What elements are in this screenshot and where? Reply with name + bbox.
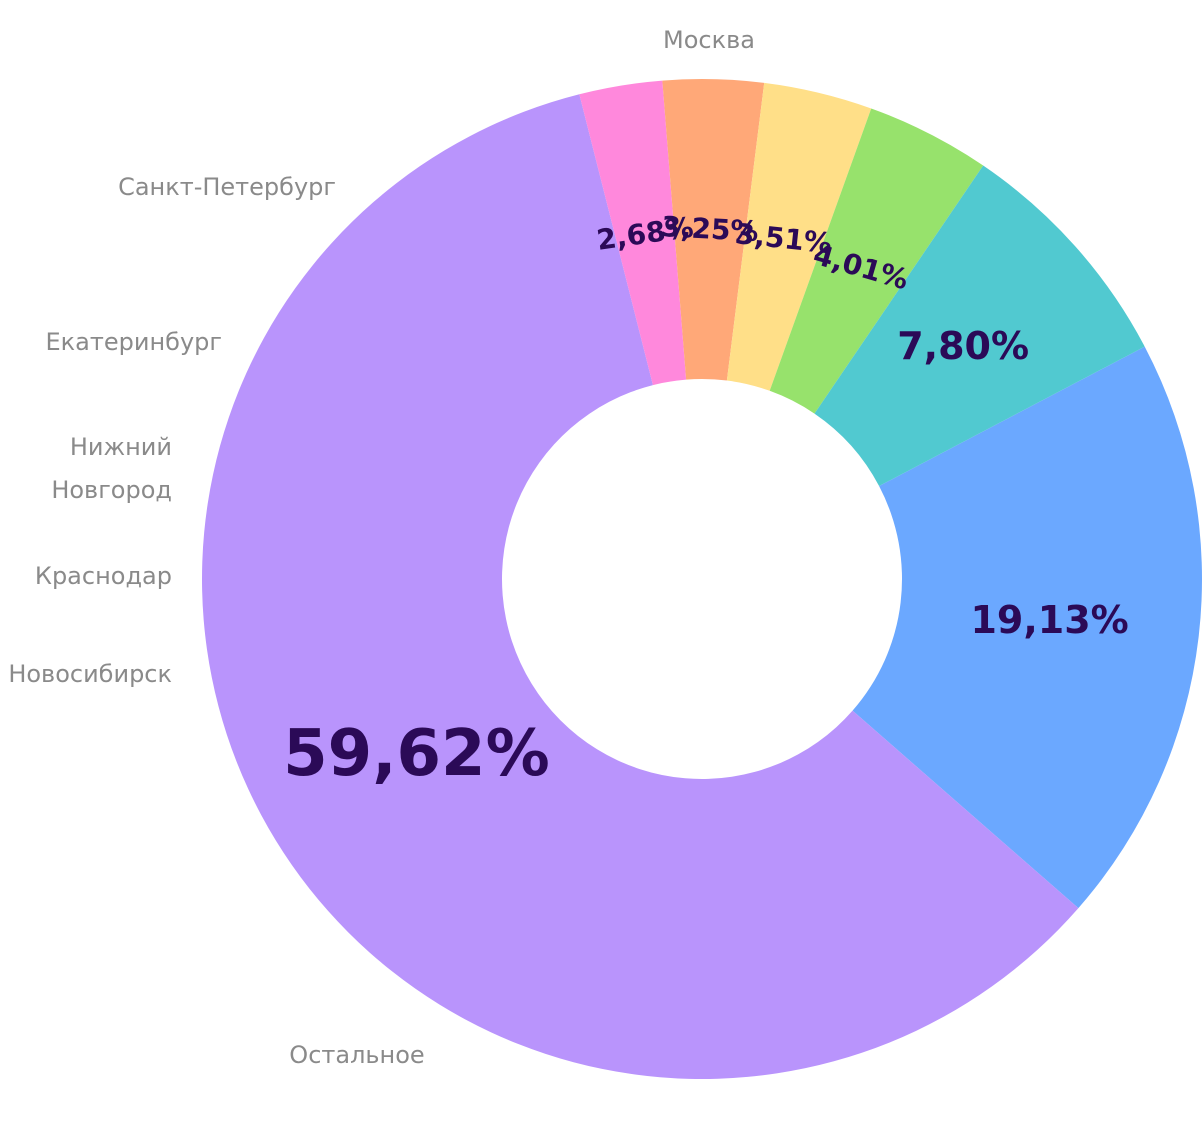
slice-4: [662, 79, 765, 381]
slice-3: [579, 80, 687, 386]
slice-7: [814, 165, 1145, 487]
slice-category-label-4: Краснодар: [35, 562, 172, 590]
chart-category-labels: Москва Остальное Новосибирск Краснодар Нижни…: [8, 26, 755, 1069]
slice-category-label-3: Новосибирск: [8, 660, 172, 688]
slice-category-label-1: Москва: [663, 26, 755, 54]
slice-value-label-7: 7,80%: [897, 324, 1029, 368]
slice-value-label-2: 59,62%: [283, 717, 550, 791]
slice-category-label-5: Нижний Новгород: [51, 433, 172, 504]
slice-5: [726, 82, 872, 391]
slice-value-label-1: 19,13%: [970, 598, 1128, 642]
slice-category-label-7: Санкт-Петербург: [118, 173, 336, 201]
slice-6: [769, 108, 984, 414]
slice-2: [202, 94, 1079, 1079]
slice-category-label-2: Остальное: [289, 1041, 424, 1069]
slice-1: [852, 346, 1202, 909]
chart-slices: [202, 79, 1202, 1079]
slice-category-label-6: Екатеринбург: [46, 328, 222, 356]
slice-value-label-4: 3,25%: [661, 210, 760, 248]
